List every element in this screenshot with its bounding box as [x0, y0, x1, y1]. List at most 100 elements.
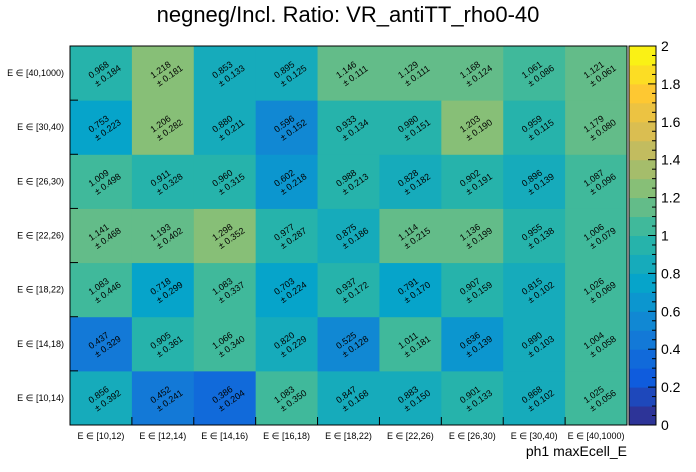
colorbar-band	[629, 216, 656, 236]
heatmap-cell	[131, 208, 195, 264]
colorbar-band	[629, 83, 656, 104]
heatmap-cell	[565, 46, 628, 101]
heatmap-cell	[70, 100, 133, 155]
heatmap-cell	[255, 316, 319, 372]
heatmap-cell	[70, 46, 133, 101]
heatmap-cell	[131, 46, 195, 101]
heatmap-cell	[503, 100, 566, 155]
heatmap-cell	[70, 316, 133, 372]
heatmap-cell	[317, 262, 380, 318]
heatmap-cell	[255, 208, 319, 264]
x-tick-label: E ∈ [18,22)	[325, 431, 372, 441]
heatmap-cell	[193, 46, 257, 101]
heatmap-cell	[441, 316, 504, 372]
colorbar-band	[629, 159, 656, 180]
colorbar-tick-label: 0.2	[661, 379, 681, 395]
heatmap-cell	[131, 262, 195, 318]
heatmap-cell	[317, 316, 380, 372]
colorbar-band	[629, 121, 656, 142]
colorbar-band	[629, 349, 656, 369]
heatmap-cell	[441, 154, 504, 209]
heatmap-cell	[565, 100, 628, 155]
x-axis-label: ph1 maxEcell_E	[526, 443, 627, 459]
heatmap-cell	[317, 46, 380, 101]
y-tick-label: E ∈ [14,18)	[17, 339, 64, 349]
heatmap-cell	[131, 154, 195, 209]
colorbar-tick-label: 1.2	[661, 190, 681, 206]
heatmap-cell	[503, 316, 566, 372]
heatmap-cell	[441, 46, 504, 101]
colorbar-tick-label: 1.6	[661, 114, 681, 130]
heatmap-cell	[255, 370, 319, 426]
heatmap-cell	[131, 316, 195, 372]
chart-title: negneg/Incl. Ratio: VR_antiTT_rho0-40	[156, 2, 540, 27]
y-tick-label: E ∈ [40,1000)	[7, 68, 64, 78]
heatmap-cell	[379, 46, 442, 101]
heatmap-cell	[379, 208, 442, 264]
x-tick-label: E ∈ [26,30)	[449, 431, 496, 441]
y-tick-label: E ∈ [22,26)	[17, 231, 64, 241]
heatmap-cell	[317, 370, 380, 426]
heatmap-cell	[565, 154, 628, 209]
colorbar-band	[629, 387, 656, 407]
y-tick-label: E ∈ [18,22)	[17, 285, 64, 295]
x-tick-label: E ∈ [14,16)	[201, 431, 248, 441]
x-tick-label: E ∈ [22,26)	[387, 431, 434, 441]
heatmap-cell	[255, 100, 319, 155]
colorbar-band	[629, 178, 656, 199]
colorbar-band	[629, 46, 656, 66]
colorbar-band	[629, 311, 656, 331]
axes	[69, 45, 628, 426]
heatmap-cell	[441, 262, 504, 318]
heatmap-cell	[255, 46, 319, 101]
heatmap-cell	[565, 262, 628, 318]
heatmap-cell	[379, 316, 442, 372]
colorbar-band	[629, 273, 656, 293]
heatmap-cell	[503, 46, 566, 101]
colorbar: 0 0.2 0.4 0.6 0.8 1 1.2 1.4 1.6 1.8 2	[628, 38, 681, 433]
heatmap-cell	[565, 370, 628, 426]
heatmap-cell	[441, 370, 504, 426]
heatmap-cell	[255, 154, 319, 209]
y-tick-label: E ∈ [26,30)	[17, 176, 64, 186]
colorbar-band	[629, 330, 656, 350]
heatmap-cells	[70, 46, 628, 426]
colorbar-band	[629, 292, 656, 312]
heatmap-cell	[503, 370, 566, 426]
x-tick-label: E ∈ [16,18)	[263, 431, 310, 441]
heatmap-cell	[131, 100, 195, 155]
heatmap-cell	[441, 100, 504, 155]
heatmap-cell	[193, 100, 257, 155]
colorbar-band	[629, 235, 656, 255]
heatmap-cell	[379, 154, 442, 209]
x-tick-label: E ∈ [30,40)	[511, 431, 558, 441]
y-tick-label: E ∈ [10,14)	[17, 393, 64, 403]
colorbar-tick-label: 2	[661, 38, 669, 54]
heatmap-cell	[70, 262, 133, 318]
y-tick-labels: E ∈ [10,14) E ∈ [14,18) E ∈ [18,22) E ∈ [22…	[7, 68, 64, 403]
plot-frame	[69, 45, 628, 426]
heatmap-cell	[131, 370, 195, 426]
heatmap-cell	[70, 208, 133, 264]
colorbar-band	[629, 140, 656, 161]
x-tick-label: E ∈ [40,1000)	[568, 431, 625, 441]
colorbar-tick-label: 0	[661, 417, 669, 433]
colorbar-tick-label: 1.8	[661, 76, 681, 92]
heatmap-cell	[503, 262, 566, 318]
x-tick-label: E ∈ [10,12)	[78, 431, 125, 441]
heatmap-cell	[193, 154, 257, 209]
heatmap-cell	[193, 370, 257, 426]
heatmap-cell	[565, 316, 628, 372]
heatmap-cell	[379, 262, 442, 318]
heatmap-cell	[565, 208, 628, 264]
heatmap-cell	[70, 154, 133, 209]
colorbar-tick-label: 1	[661, 228, 669, 244]
x-tick-label: E ∈ [12,14)	[139, 431, 186, 441]
colorbar-band	[629, 368, 656, 388]
colorbar-tick-label: 0.6	[661, 303, 681, 319]
colorbar-band	[629, 197, 656, 218]
heatmap-cell	[379, 370, 442, 426]
heatmap-cell	[317, 154, 380, 209]
heatmap-cell	[193, 316, 257, 372]
heatmap-cell	[317, 208, 380, 264]
